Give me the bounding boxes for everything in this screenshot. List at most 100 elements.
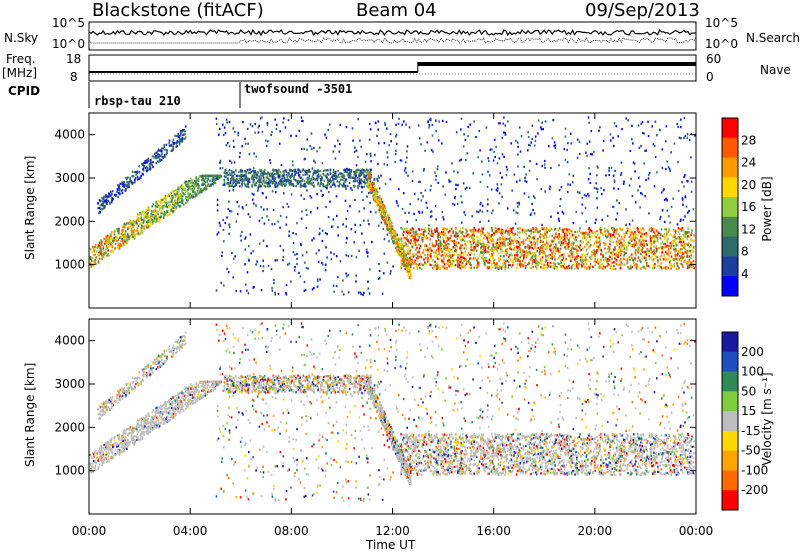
power-cell bbox=[473, 238, 476, 241]
power-cell bbox=[242, 121, 244, 124]
power-cell bbox=[639, 231, 641, 234]
power-cell bbox=[430, 255, 432, 258]
power-cell bbox=[127, 232, 129, 235]
power-cell bbox=[505, 252, 508, 255]
power-cell bbox=[136, 175, 139, 179]
power-cell bbox=[413, 261, 416, 264]
power-cell bbox=[150, 214, 153, 217]
power-cell bbox=[98, 242, 101, 245]
power-cell bbox=[279, 226, 281, 229]
power-cell bbox=[435, 249, 438, 252]
power-cell bbox=[152, 212, 154, 215]
power-cell bbox=[679, 258, 682, 261]
power-cell bbox=[256, 189, 259, 192]
power-cell bbox=[297, 182, 300, 185]
power-cell bbox=[386, 164, 389, 167]
power-cell bbox=[193, 195, 195, 198]
power-cell bbox=[148, 215, 151, 218]
power-cell bbox=[524, 262, 526, 265]
power-cell bbox=[228, 168, 231, 171]
power-cell bbox=[212, 183, 215, 186]
power-cell bbox=[158, 219, 161, 222]
power-cell bbox=[572, 247, 575, 250]
power-cell bbox=[382, 209, 384, 212]
power-cell bbox=[163, 201, 166, 204]
power-cell bbox=[372, 191, 374, 194]
power-cell bbox=[397, 240, 400, 244]
power-cell bbox=[204, 180, 207, 183]
power-cell bbox=[244, 173, 247, 177]
power-cell bbox=[384, 222, 387, 225]
power-cell bbox=[241, 206, 244, 209]
power-cell bbox=[635, 267, 638, 270]
power-cell bbox=[466, 260, 468, 264]
power-cell bbox=[119, 242, 122, 245]
power-cell bbox=[249, 123, 252, 126]
power-cell bbox=[239, 152, 241, 155]
power-cell bbox=[553, 266, 556, 269]
power-cell bbox=[108, 195, 111, 198]
power-cell bbox=[308, 177, 310, 180]
power-cell bbox=[583, 253, 586, 257]
power-cell bbox=[334, 157, 337, 160]
power-cell bbox=[358, 169, 361, 172]
power-cell bbox=[369, 188, 372, 191]
power-cell bbox=[402, 234, 405, 237]
power-cell bbox=[455, 230, 457, 234]
power-cell bbox=[258, 175, 261, 178]
power-cell bbox=[478, 228, 480, 231]
power-cell bbox=[425, 237, 428, 240]
power-cell bbox=[278, 169, 280, 172]
power-cell bbox=[597, 261, 600, 264]
power-cell bbox=[302, 173, 304, 176]
power-cell bbox=[273, 179, 275, 182]
power-cell bbox=[544, 267, 546, 270]
power-cell bbox=[496, 241, 498, 244]
power-cell bbox=[613, 260, 615, 264]
power-cell bbox=[521, 252, 523, 255]
power-cell bbox=[280, 164, 283, 167]
power-cell bbox=[107, 235, 110, 239]
power-cell bbox=[263, 176, 265, 179]
power-cell bbox=[285, 183, 287, 186]
power-cell bbox=[660, 267, 663, 270]
power-cell bbox=[377, 128, 379, 131]
power-cell bbox=[172, 148, 174, 151]
power-cell bbox=[565, 232, 568, 235]
power-cell bbox=[614, 248, 616, 251]
power-cell bbox=[483, 263, 486, 266]
power-cell bbox=[215, 289, 218, 292]
power-cell bbox=[304, 185, 306, 188]
date-title: 09/Sep/2013 bbox=[585, 0, 700, 21]
power-cell bbox=[271, 175, 274, 179]
power-cell bbox=[541, 245, 544, 248]
power-cell bbox=[633, 263, 636, 266]
power-cell bbox=[378, 208, 381, 211]
power-cell bbox=[576, 235, 579, 238]
power-cell bbox=[363, 181, 366, 184]
power-cell bbox=[364, 160, 367, 163]
power-cell bbox=[167, 193, 170, 196]
power-cell bbox=[470, 243, 472, 246]
power-cell bbox=[196, 194, 198, 197]
power-cell bbox=[459, 267, 462, 270]
power-cell bbox=[409, 268, 412, 271]
power-cell bbox=[287, 178, 289, 181]
power-cell bbox=[626, 260, 629, 263]
power-cell bbox=[146, 161, 148, 164]
power-cell bbox=[689, 244, 692, 247]
power-cell bbox=[354, 177, 356, 180]
power-cell bbox=[381, 207, 383, 210]
power-cell bbox=[606, 261, 609, 264]
power-cell bbox=[577, 264, 579, 267]
power-cell bbox=[280, 182, 282, 185]
power-cell bbox=[392, 265, 394, 268]
power-cell bbox=[263, 178, 265, 181]
power-cell bbox=[489, 234, 491, 237]
power-cell bbox=[409, 242, 412, 245]
power-cell bbox=[384, 211, 386, 214]
power-cell bbox=[356, 177, 359, 180]
power-cell bbox=[591, 253, 593, 257]
power-cell bbox=[250, 177, 253, 180]
power-cell bbox=[135, 170, 137, 173]
